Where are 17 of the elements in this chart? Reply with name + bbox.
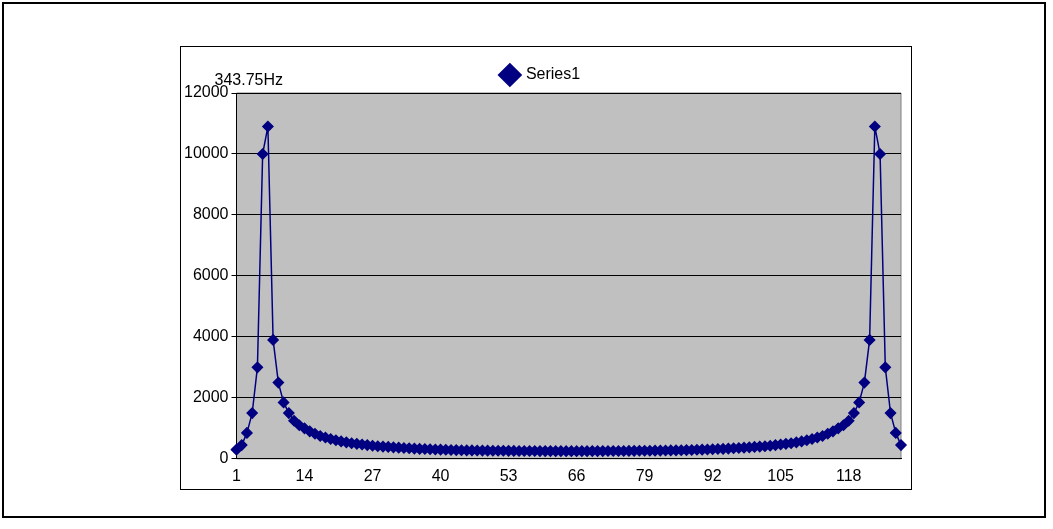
y-tick-label: 6000 (192, 266, 229, 284)
y-tick-label: 0 (219, 449, 229, 467)
y-tick-label: 8000 (192, 205, 229, 223)
y-tick-label: 10000 (183, 144, 229, 162)
x-tick-label: 27 (363, 466, 382, 484)
legend-label: Series1 (525, 65, 581, 83)
x-tick-label: 40 (431, 466, 450, 484)
x-tick-label: 92 (703, 466, 722, 484)
x-tick-label: 14 (295, 466, 314, 484)
x-tick-label: 79 (635, 466, 654, 484)
y-tick-label: 2000 (192, 388, 229, 406)
x-tick-label: 105 (767, 466, 795, 484)
y-tick-label: 4000 (192, 327, 229, 345)
x-tick-label: 66 (567, 466, 586, 484)
x-tick-label: 118 (835, 466, 862, 484)
x-tick-label: 1 (232, 466, 242, 484)
x-tick-label: 53 (499, 466, 518, 484)
